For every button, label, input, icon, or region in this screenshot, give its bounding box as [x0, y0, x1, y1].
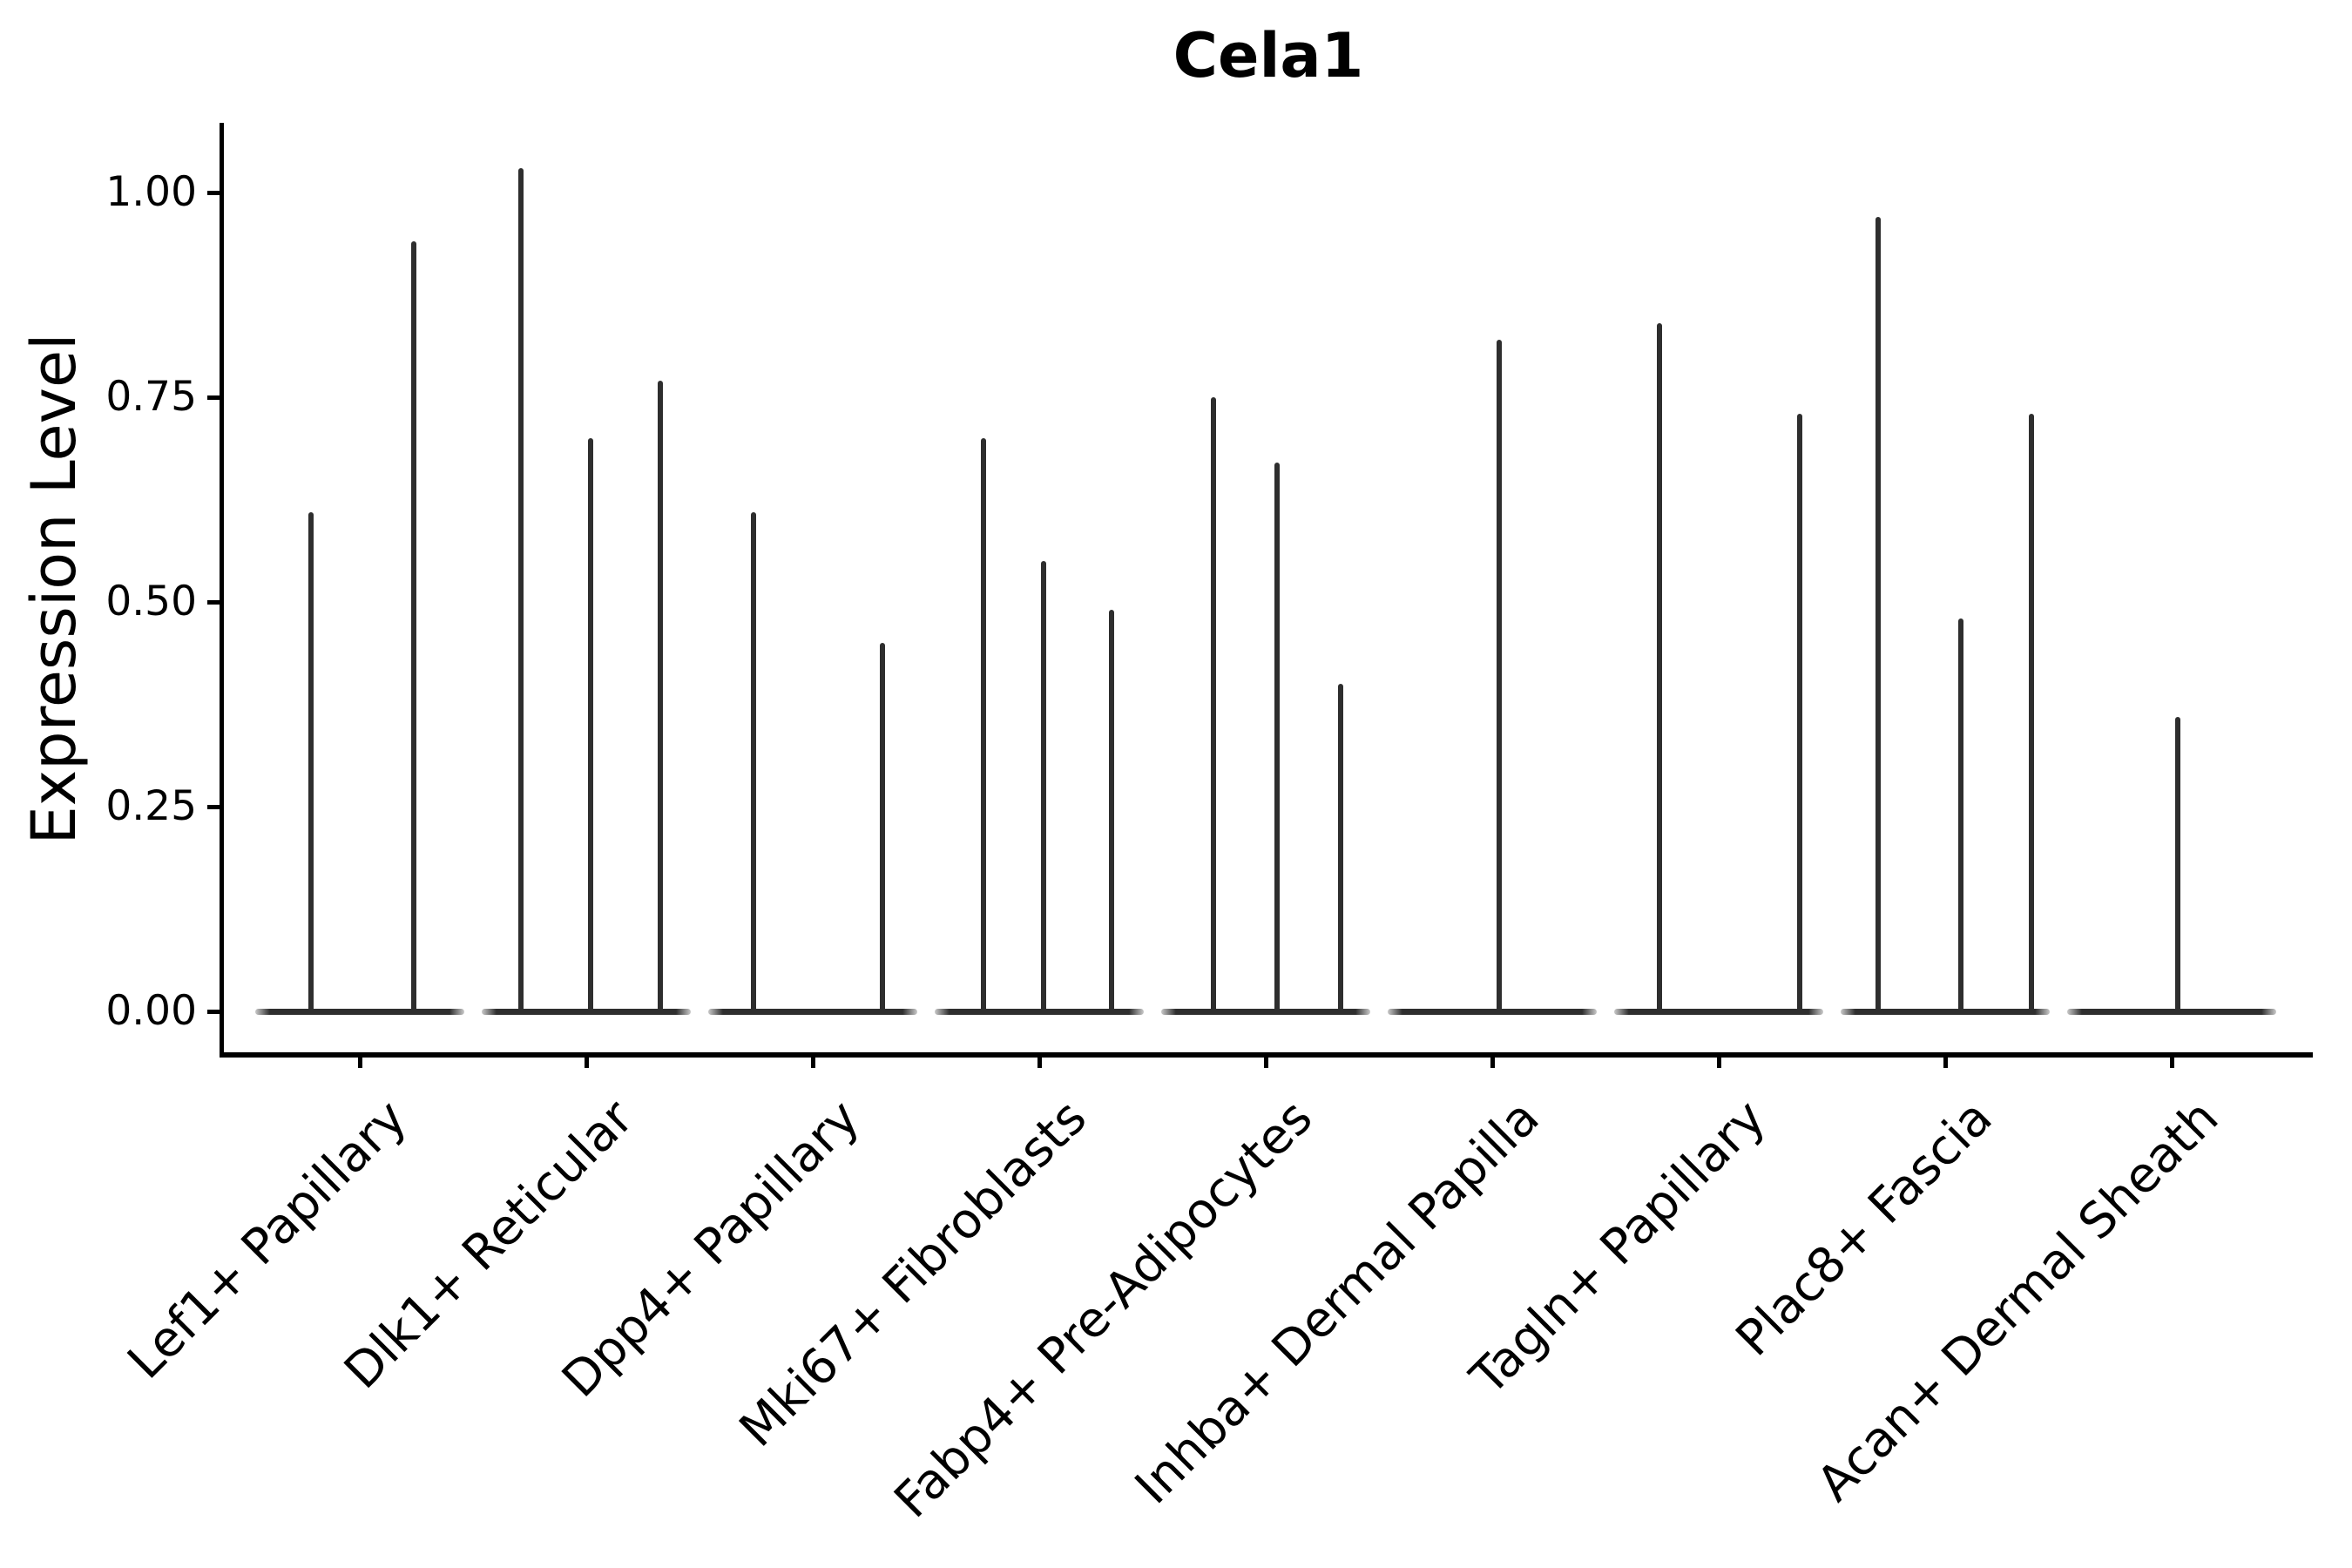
y-tick-label: 0.00 — [105, 987, 197, 1035]
x-tick — [1490, 1054, 1495, 1068]
violin-spike — [411, 241, 416, 1015]
violin-spike — [1876, 217, 1881, 1015]
violin-spike — [981, 438, 986, 1015]
violin-baseline — [2067, 1008, 2276, 1015]
x-tick — [358, 1054, 362, 1068]
violin-spike — [308, 511, 314, 1015]
violin-spike — [658, 381, 663, 1015]
violin-spike — [2029, 413, 2034, 1015]
violin-spike — [2175, 716, 2180, 1015]
violin-spike — [880, 643, 885, 1015]
y-tick-label: 1.00 — [105, 168, 197, 216]
violin-spike — [1497, 340, 1502, 1015]
y-tick-label: 0.75 — [105, 373, 197, 421]
violin-baseline — [935, 1008, 1144, 1015]
violin-baseline — [708, 1008, 917, 1015]
violin-baseline — [1161, 1008, 1370, 1015]
y-tick — [207, 1010, 220, 1014]
x-tick-label: Acan+ Dermal Sheath — [1806, 1089, 2230, 1513]
violin-baseline — [482, 1008, 691, 1015]
violin-spike — [1338, 684, 1343, 1015]
x-tick — [1943, 1054, 1948, 1068]
violin-spike — [1657, 323, 1662, 1015]
violin-spike — [518, 167, 524, 1015]
x-tick-label: Fabp4+ Pre-Adipocytes — [883, 1089, 1324, 1530]
y-axis-spine — [220, 123, 224, 1058]
y-tick-label: 0.50 — [105, 578, 197, 625]
chart-title: Cela1 — [1173, 20, 1364, 91]
violin-spike — [1109, 610, 1114, 1015]
x-tick-label: Inhba+ Dermal Papilla — [1124, 1089, 1551, 1516]
y-tick — [207, 395, 220, 400]
violin-spike — [1274, 463, 1280, 1015]
y-tick — [207, 191, 220, 195]
violin-spike — [751, 511, 756, 1015]
violin-spike — [588, 438, 593, 1015]
x-tick — [1037, 1054, 1042, 1068]
violin-baseline — [1388, 1008, 1597, 1015]
violin-spike — [1211, 397, 1216, 1015]
x-tick — [585, 1054, 589, 1068]
x-tick — [1264, 1054, 1268, 1068]
violin-spike — [1958, 618, 1963, 1015]
x-tick — [811, 1054, 815, 1068]
y-tick-label: 0.25 — [105, 782, 197, 830]
x-tick — [1717, 1054, 1721, 1068]
violin-spike — [1041, 561, 1046, 1015]
violin-spike — [1797, 413, 1802, 1015]
y-tick — [207, 805, 220, 809]
y-tick — [207, 600, 220, 605]
violin-baseline — [1841, 1008, 2050, 1015]
violin-baseline — [255, 1008, 464, 1015]
violin-baseline — [1614, 1008, 1823, 1015]
x-tick — [2170, 1054, 2174, 1068]
